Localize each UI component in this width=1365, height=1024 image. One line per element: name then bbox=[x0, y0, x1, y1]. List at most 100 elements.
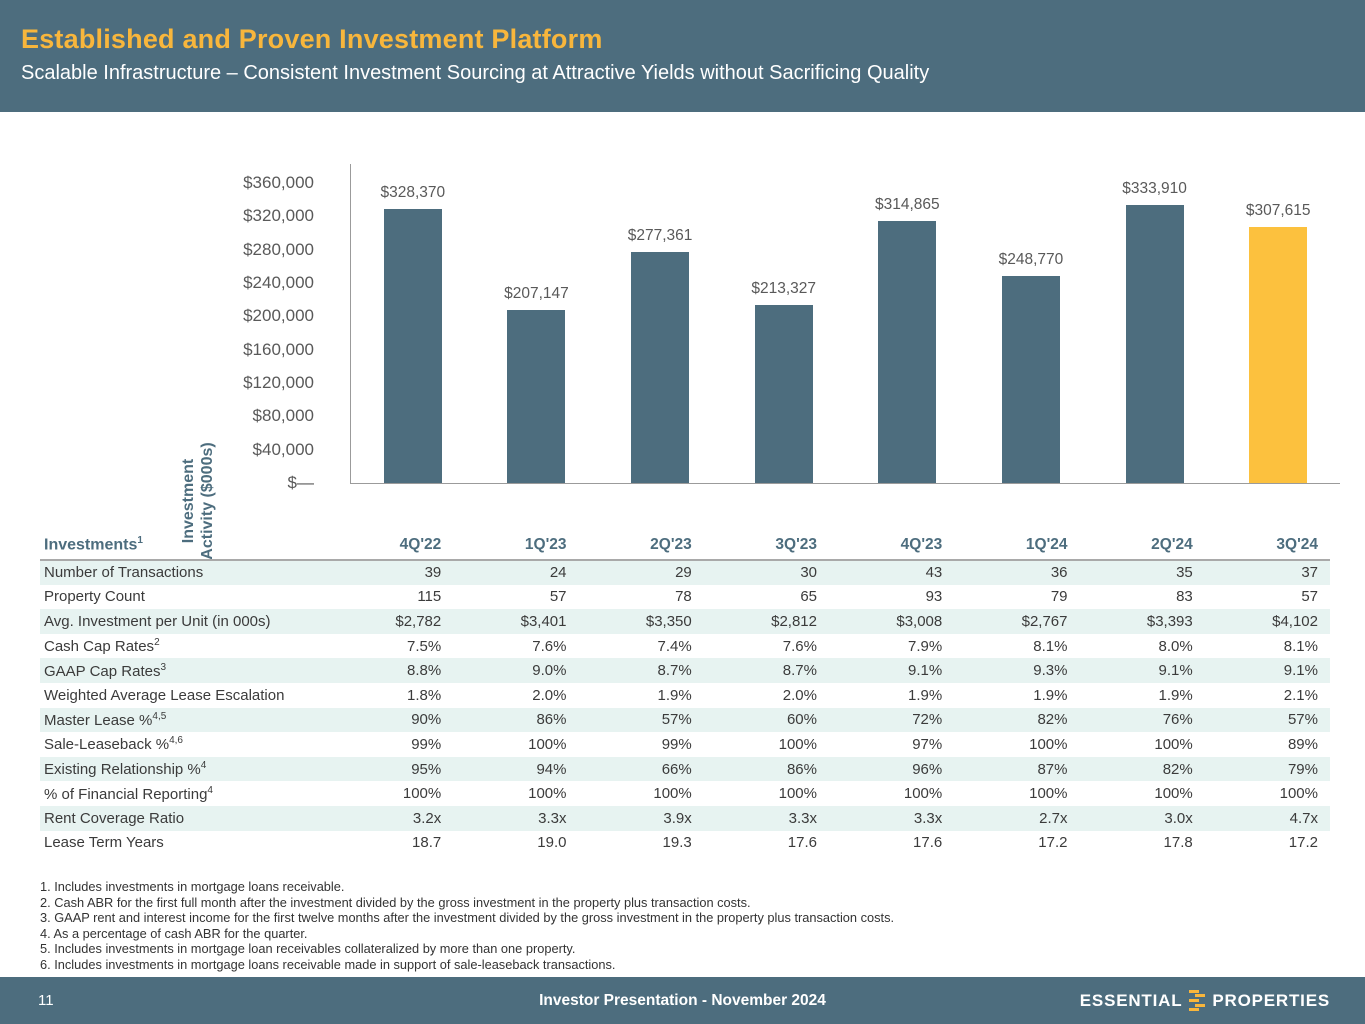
table-cell: 19.0 bbox=[537, 834, 567, 852]
bar-value-label: $314,865 bbox=[874, 195, 940, 213]
table-cell: 19.3 bbox=[662, 834, 692, 852]
table-column-header: 2Q'24 bbox=[1079, 530, 1205, 561]
table-cell: 89% bbox=[1287, 735, 1318, 753]
table-cell: 3.9x bbox=[663, 809, 692, 827]
table-cell: 100% bbox=[903, 785, 943, 803]
table-cell: 100% bbox=[1279, 785, 1318, 803]
table-cell: 3.0x bbox=[1164, 809, 1193, 827]
bar-value-label: $207,147 bbox=[504, 285, 569, 303]
header-band: Established and Proven Investment Platfo… bbox=[0, 0, 1365, 112]
table-cell: 100% bbox=[402, 785, 442, 803]
table-cell: 100% bbox=[1029, 785, 1068, 803]
table-cell: 1.9% bbox=[1033, 686, 1068, 704]
investment-activity-chart: Investment Activity ($000s) $— $40,000 $80… bbox=[0, 164, 1365, 560]
footnote: 1. Includes investments in mortgage loan… bbox=[40, 879, 345, 894]
bar-2Q'24 bbox=[1125, 204, 1184, 483]
bar-value-label: $213,327 bbox=[751, 280, 817, 298]
footnote: 5. Includes investments in mortgage loan… bbox=[40, 941, 576, 957]
table-column-header: 4Q'22 bbox=[328, 530, 454, 561]
table-cell: 39 bbox=[424, 564, 442, 582]
table-cell: 7.9% bbox=[908, 637, 943, 655]
table-cell: 2.0% bbox=[782, 686, 817, 704]
table-cell: 1.9% bbox=[1158, 686, 1193, 704]
table-cell: 86% bbox=[536, 711, 567, 729]
table-cell: 2.0% bbox=[532, 686, 567, 704]
table-cell: 36 bbox=[1050, 564, 1068, 582]
table-cell: 2.1% bbox=[1283, 686, 1318, 704]
row-label: Number of Transactions bbox=[44, 564, 204, 582]
footer-caption: Investor Presentation - November 2024 bbox=[539, 991, 826, 1009]
row-label: Lease Term Years bbox=[44, 834, 164, 852]
page-subtitle: Scalable Infrastructure – Consistent Inv… bbox=[21, 62, 930, 84]
row-label: Existing Relationship %4 bbox=[44, 760, 207, 779]
row-label: GAAP Cap Rates3 bbox=[44, 661, 167, 680]
table-cell: 8.7% bbox=[782, 662, 817, 680]
bar-column-4Q'22: $328,370 bbox=[351, 184, 475, 483]
table-cell: 100% bbox=[1029, 735, 1068, 753]
row-label: Property Count bbox=[44, 588, 145, 606]
bar-3Q'23 bbox=[754, 305, 813, 483]
table-cell: 37 bbox=[1301, 564, 1318, 582]
table-row: Existing Relationship %4 95% 94% 66% 86% 96% 8… bbox=[40, 756, 1330, 782]
page-title: Established and Proven Investment Platfo… bbox=[21, 24, 603, 54]
table-cell: 17.6 bbox=[787, 834, 817, 852]
table-cell: 86% bbox=[786, 760, 817, 778]
bar-value-label: $248,770 bbox=[998, 250, 1064, 268]
y-tick-label: $160,000 bbox=[243, 339, 314, 359]
table-cell: 93 bbox=[925, 588, 943, 606]
table-cell: 9.1% bbox=[908, 662, 943, 680]
table-row: Lease Term Years 18.7 19.0 19.3 17.6 17.6 17.2… bbox=[40, 831, 1330, 856]
table-cell: 78 bbox=[675, 588, 692, 606]
table-cell: $3,350 bbox=[645, 612, 692, 630]
table-cell: 8.7% bbox=[657, 662, 692, 680]
table-cell: $4,102 bbox=[1272, 612, 1318, 630]
table-row: % of Financial Reporting4 100% 100% 100% 100… bbox=[40, 781, 1330, 806]
table-cell: 2.7x bbox=[1039, 809, 1068, 827]
table-cell: 72% bbox=[912, 711, 943, 729]
table-row: Cash Cap Rates2 7.5% 7.6% 7.4% 7.6% 7.9% 8.1% 8… bbox=[40, 634, 1330, 659]
footnote: 4. As a percentage of cash ABR for the q… bbox=[40, 925, 308, 941]
table-cell: 82% bbox=[1162, 760, 1193, 778]
table-cell: 100% bbox=[1154, 785, 1193, 803]
table-cell: $2,782 bbox=[395, 612, 442, 630]
table-cell: 3.3x bbox=[913, 809, 943, 827]
table-cell: $2,812 bbox=[771, 612, 817, 630]
table-cell: 1.9% bbox=[657, 686, 692, 704]
table-column-header: 3Q'23 bbox=[703, 530, 829, 561]
row-label: % of Financial Reporting4 bbox=[44, 784, 213, 803]
table-column-header: 1Q'23 bbox=[453, 530, 579, 561]
table-cell: 3.3x bbox=[788, 809, 817, 827]
bar-column-1Q'24: $248,770 bbox=[969, 251, 1093, 483]
bar-1Q'23 bbox=[507, 310, 566, 483]
footnote: 2. Cash ABR for the first full month aft… bbox=[40, 894, 751, 910]
footnotes: 1. Includes investments in mortgage loan… bbox=[40, 879, 1335, 973]
table-row: Avg. Investment per Unit (in 000s) $2,782… bbox=[40, 609, 1330, 634]
bar-column-2Q'23: $277,361 bbox=[598, 227, 722, 483]
table-header-row: Investments1 4Q'22 1Q'23 2Q'23 3Q'23 4Q'23 1Q… bbox=[40, 530, 1330, 561]
table-cell: 43 bbox=[925, 564, 943, 582]
table-cell: $3,008 bbox=[896, 612, 943, 630]
y-tick-label: $40,000 bbox=[252, 439, 314, 459]
bar-column-2Q'24: $333,910 bbox=[1093, 180, 1217, 483]
row-label: Weighted Average Lease Escalation bbox=[44, 686, 285, 704]
row-label: Cash Cap Rates2 bbox=[44, 637, 160, 656]
table-cell: 7.5% bbox=[407, 637, 442, 655]
table-cell: 76% bbox=[1162, 711, 1193, 729]
table-cell: 9.0% bbox=[532, 662, 567, 680]
table-cell: 83 bbox=[1176, 588, 1193, 606]
table-column-header: 4Q'23 bbox=[829, 530, 955, 561]
table-header-investments: Investments1 bbox=[40, 530, 328, 561]
table-cell: 96% bbox=[912, 760, 943, 778]
investments-table: Investments1 4Q'22 1Q'23 2Q'23 3Q'23 4Q'23 1Q… bbox=[40, 530, 1330, 855]
table-cell: 17.2 bbox=[1038, 834, 1068, 852]
y-tick-label: $200,000 bbox=[243, 306, 314, 326]
bar-value-label: $307,615 bbox=[1245, 201, 1311, 219]
essential-properties-logo: ESSENTIAL PROPERTIES bbox=[1079, 989, 1330, 1012]
table-row: GAAP Cap Rates3 8.8% 9.0% 8.7% 8.7% 9.1% 9.3% 9… bbox=[40, 658, 1330, 683]
table-cell: 4.7x bbox=[1289, 809, 1318, 827]
table-cell: 18.7 bbox=[412, 834, 442, 852]
logo-word-essential: ESSENTIAL bbox=[1079, 990, 1183, 1010]
y-tick-label: $280,000 bbox=[243, 239, 314, 259]
table-cell: 100% bbox=[653, 785, 692, 803]
